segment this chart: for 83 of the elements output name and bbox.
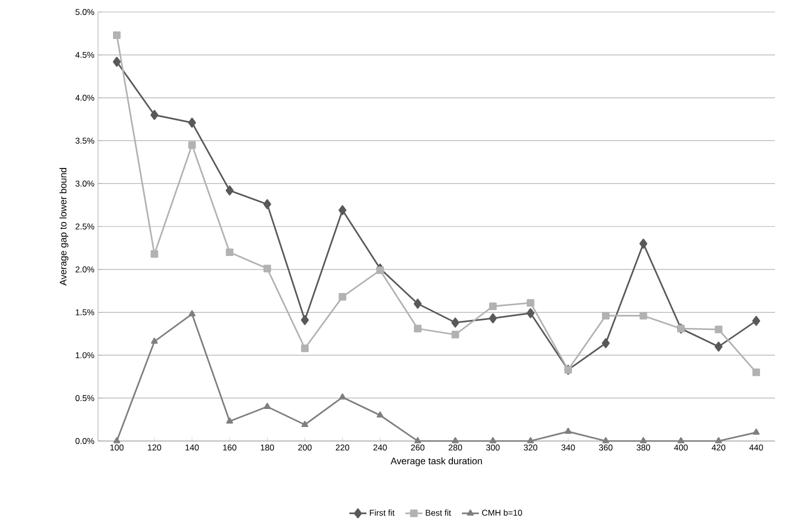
point [188, 310, 196, 316]
point [602, 437, 610, 444]
x-tick-label: 240 [373, 444, 387, 451]
point [226, 248, 234, 256]
x-tick-label: 260 [411, 444, 424, 451]
x-tick-label: 160 [223, 444, 236, 451]
point [376, 266, 384, 274]
point [526, 308, 534, 318]
point [150, 110, 158, 120]
point [488, 313, 497, 324]
point [714, 342, 723, 352]
x-tick-label: 440 [749, 444, 763, 451]
point [715, 437, 722, 444]
point [112, 56, 121, 67]
point [150, 250, 158, 258]
x-tick-label: 360 [599, 444, 612, 451]
x-tick-label: 200 [298, 444, 312, 451]
point [414, 437, 422, 444]
x-tick-label: 120 [148, 444, 162, 451]
point [151, 338, 158, 344]
point [489, 302, 497, 310]
point [376, 411, 384, 418]
point [451, 318, 460, 328]
x-tick-label: 180 [260, 444, 274, 451]
point [263, 264, 272, 272]
point [639, 238, 648, 249]
x-tick-label: 380 [636, 444, 650, 451]
point [640, 312, 648, 320]
y-tick-label: 1.5% [76, 309, 94, 316]
point [452, 330, 460, 338]
y-tick-label: 2.0% [76, 266, 94, 272]
x-tick-label: 100 [110, 444, 124, 451]
y-axis-title: Average gap to lower bound [60, 168, 68, 286]
y-tick-label: 4.0% [75, 94, 94, 101]
y-tick-label: 2.5% [76, 224, 94, 230]
point [752, 316, 760, 326]
point [226, 185, 234, 196]
x-tick-label: 300 [486, 444, 500, 451]
point [640, 437, 647, 444]
point [752, 368, 760, 376]
point [301, 344, 309, 352]
y-tick-label: 0.0% [76, 438, 94, 444]
point [602, 312, 610, 320]
point [527, 437, 534, 444]
x-tick-label: 280 [448, 444, 462, 451]
x-tick-label: 140 [186, 444, 199, 451]
y-tick-label: 0.5% [76, 395, 94, 402]
x-tick-label: 400 [674, 444, 688, 451]
x-tick-label: 340 [561, 444, 575, 451]
y-tick-label: 3.0% [76, 180, 94, 187]
legend-label: First fit [370, 510, 395, 516]
y-tick-label: 3.5% [76, 138, 94, 144]
point [678, 437, 684, 444]
point [526, 299, 534, 307]
point [339, 393, 346, 400]
x-axis-title: Average task duration [390, 457, 482, 466]
point [300, 315, 309, 326]
y-tick-label: 4.5% [75, 52, 94, 58]
y-tick-label: 5.0% [76, 9, 94, 15]
point [301, 420, 308, 427]
point [188, 118, 196, 128]
point [564, 428, 572, 434]
legend-label: CMH b=10 [482, 510, 522, 516]
point [113, 31, 121, 39]
point [414, 298, 422, 309]
point [188, 141, 196, 149]
x-tick-label: 220 [336, 444, 350, 451]
point [113, 437, 120, 444]
point [414, 324, 422, 332]
point [752, 428, 760, 435]
point [602, 338, 610, 348]
point [264, 402, 271, 409]
point [490, 437, 496, 444]
point [338, 205, 346, 216]
x-tick-label: 320 [524, 444, 538, 451]
point [226, 417, 234, 424]
y-tick-label: 1.0% [76, 352, 94, 358]
point [452, 437, 459, 444]
x-tick-label: 420 [712, 444, 726, 451]
point [714, 326, 722, 334]
legend-label: Best fit [426, 510, 452, 516]
point [263, 199, 272, 210]
point [338, 293, 346, 301]
